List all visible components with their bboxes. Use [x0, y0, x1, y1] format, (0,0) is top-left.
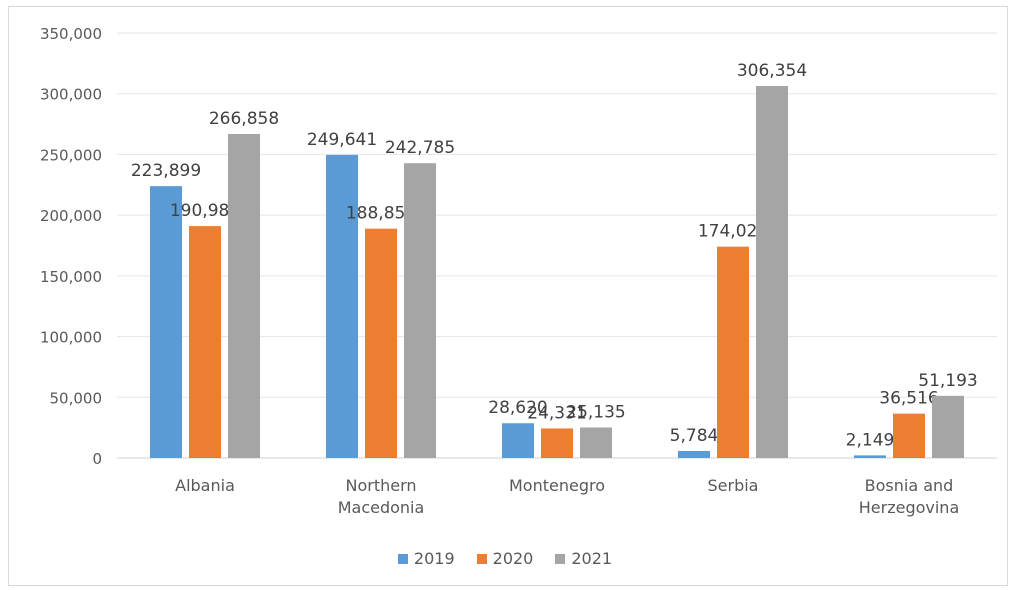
bar: [580, 427, 612, 458]
data-label: 28,620: [488, 398, 547, 418]
bar: [326, 154, 358, 458]
data-label: 174,029: [698, 222, 768, 242]
bar: [189, 226, 221, 458]
legend-swatch-2020: [476, 553, 487, 564]
data-label: 25,135: [566, 402, 625, 422]
legend-swatch-2021: [555, 553, 566, 564]
bar: [678, 450, 710, 458]
bar: [893, 413, 925, 458]
data-label: 249,641: [307, 130, 377, 150]
y-tick-label: 150,000: [40, 268, 102, 286]
x-tick-label: Albania: [175, 476, 235, 495]
bar: [717, 246, 749, 458]
data-label: 51,193: [918, 371, 977, 391]
x-tick-label: Macedonia: [338, 498, 425, 517]
data-label: 36,516: [879, 389, 938, 409]
data-label: 188,859: [346, 204, 416, 224]
x-tick-label: Serbia: [708, 476, 759, 495]
bar: [932, 395, 964, 458]
y-tick-label: 250,000: [40, 146, 102, 164]
x-tick-label: Herzegovina: [859, 498, 960, 517]
y-tick-label: 200,000: [40, 207, 102, 225]
data-label: 5,784: [670, 426, 719, 446]
data-label: 24,331: [527, 403, 586, 423]
bar: [756, 85, 788, 458]
x-tick-label: Bosnia and: [865, 476, 954, 495]
bar: [541, 428, 573, 458]
data-label: 223,899: [131, 161, 201, 181]
data-label: 306,354: [737, 61, 807, 81]
legend-item-2019: 2019: [397, 549, 455, 568]
y-tick-label: 0: [92, 450, 102, 468]
x-tick-label: Montenegro: [509, 476, 605, 495]
data-label: 242,785: [385, 138, 455, 158]
x-tick-label: Northern: [345, 476, 416, 495]
bar: [502, 423, 534, 458]
data-label: 190,980: [170, 201, 240, 221]
bar: [228, 133, 260, 459]
bar: [404, 163, 436, 458]
y-tick-label: 350,000: [40, 25, 102, 43]
legend-label-2020: 2020: [492, 549, 534, 568]
data-label: 2,149: [846, 430, 895, 450]
legend-swatch-2019: [397, 553, 408, 564]
y-tick-label: 100,000: [40, 329, 102, 347]
data-label: 266,858: [209, 109, 279, 129]
bar: [854, 455, 886, 458]
legend: 2019 2020 2021: [0, 549, 1010, 568]
legend-item-2020: 2020: [476, 549, 534, 568]
y-tick-label: 300,000: [40, 86, 102, 104]
bar: [150, 186, 182, 458]
y-tick-label: 50,000: [50, 389, 103, 407]
legend-item-2021: 2021: [555, 549, 612, 568]
bar: [365, 228, 397, 458]
legend-label-2021: 2021: [571, 549, 613, 568]
legend-label-2019: 2019: [413, 549, 455, 568]
